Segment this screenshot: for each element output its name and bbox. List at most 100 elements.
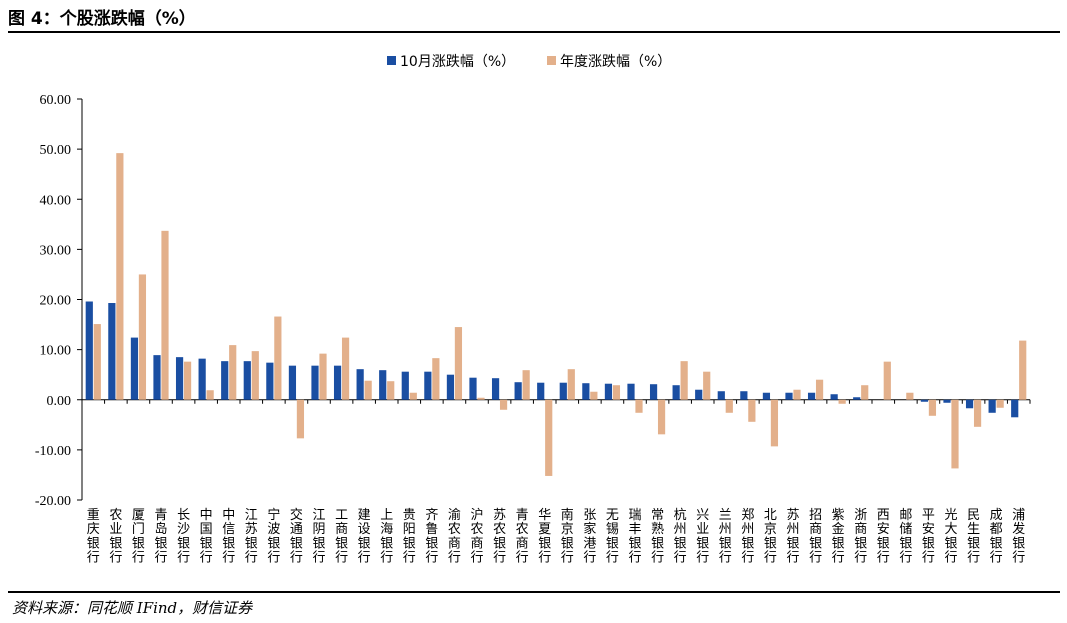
bar-oct [830,394,838,400]
y-tick-label: 30.00 [40,243,72,258]
x-tick-label: 浙商银行 [854,508,867,566]
bar-ytd [116,153,124,400]
bar-oct [130,337,139,400]
bar-oct [559,382,567,400]
bar-oct [446,374,455,400]
bar-ytd [612,385,621,400]
bar-oct [537,382,545,400]
bar-oct [85,301,93,400]
bar-oct [672,385,680,400]
x-tick-label: 无锡银行 [606,508,619,566]
x-tick-label: 华夏银行 [538,508,551,566]
x-tick-label: 西安银行 [877,508,890,566]
bar-ytd [590,391,598,400]
x-tick-label: 青农商行 [516,508,529,566]
bar-ytd [522,370,530,400]
bar-oct [469,377,477,400]
bar-ytd [432,358,440,400]
x-tick-label: 民生银行 [967,508,980,566]
bar-ytd [409,392,417,400]
x-axis-labels: 重庆银行农业银行厦门银行青岛银行长沙银行中国银行中信银行江苏银行宁波银行交通银行… [87,507,1025,566]
x-tick-label: 常熟银行 [651,508,664,566]
bar-ytd [341,337,350,400]
bar-ytd [567,369,575,400]
bar-oct [717,391,725,400]
bar-oct [153,355,161,400]
x-tick-label: 郑州银行 [741,508,754,566]
bar-oct [288,365,297,400]
bar-oct [108,303,116,400]
x-tick-label: 农业银行 [109,508,122,566]
x-tick-label: 招商银行 [809,508,822,566]
bar-oct [514,382,522,400]
bar-ytd [454,327,463,400]
legend-label-oct: 10月涨跌幅（%） [400,54,515,70]
y-tick-label: 0.00 [47,394,72,409]
bar-ytd [861,385,869,400]
bar-oct [649,384,658,400]
bar-oct [627,383,635,400]
x-tick-label: 重庆银行 [87,507,100,566]
bar-oct [424,371,432,400]
bar-oct [785,392,793,400]
bar-oct [807,392,816,400]
bar-oct [988,399,996,413]
bar-ytd [770,399,779,447]
x-tick-label: 邮储银行 [899,508,912,566]
x-tick-label: 兴业银行 [696,508,709,566]
x-tick-label: 交通银行 [290,507,303,566]
legend-swatch-oct [387,56,396,65]
source-note: 资料来源：同花顺 IFind，财信证券 [12,599,253,617]
y-tick-label: 50.00 [40,143,72,158]
bar-ytd [477,397,485,400]
bar-ytd [883,361,891,400]
x-tick-label: 兰州银行 [719,508,732,566]
bar-oct [175,357,184,400]
x-tick-label: 江阴银行 [312,508,325,566]
bar-oct [333,365,342,400]
bar-oct [740,391,748,400]
bar-ytd [838,399,846,404]
x-tick-label: 沪农商行 [470,507,483,566]
bar-oct [853,397,861,400]
legend-label-ytd: 年度涨跌幅（%） [560,54,671,70]
bar-ytd [499,399,508,410]
bar-ytd [387,381,395,400]
bar-oct [243,361,251,400]
bar-oct [943,399,951,403]
bar-oct [1011,399,1019,418]
bar-oct [604,383,613,400]
x-tick-label: 江苏银行 [245,508,258,566]
bar-ytd [657,399,666,435]
x-tick-label: 北京银行 [764,508,777,566]
x-tick-label: 瑞丰银行 [628,508,641,566]
bar-oct [356,369,364,400]
bar-ytd [545,399,553,476]
legend: 10月涨跌幅（%） 年度涨跌幅（%） [387,54,671,70]
top-rule [8,31,1060,33]
bar-ytd [793,389,801,400]
bar-oct [965,399,974,409]
bar-ytd [364,380,372,400]
bar-oct [401,371,409,400]
x-tick-label: 浦发银行 [1012,508,1025,566]
bar-oct [221,361,229,400]
bar-ytd [274,316,282,400]
bar-ytd [973,399,982,427]
bar-oct [491,378,500,400]
x-tick-label: 贵阳银行 [403,508,416,566]
x-tick-label: 苏农银行 [493,507,506,566]
x-tick-label: 紫金银行 [832,508,845,566]
bar-ytd [296,399,305,439]
bottom-rule [8,591,1060,593]
bar-oct [198,358,206,400]
series-ytd-bars [93,153,1027,476]
bar-ytd [138,274,147,400]
x-tick-label: 苏州银行 [786,507,799,566]
x-tick-label: 长沙银行 [177,508,190,566]
x-tick-label: 杭州银行 [674,508,687,566]
bar-oct [266,362,274,400]
bar-oct [920,399,929,402]
bar-chart: 10月涨跌幅（%） 年度涨跌幅（%） 60.00 50.00 40.00 30.00 2… [35,54,1031,566]
x-tick-label: 渝农商行 [448,507,461,566]
